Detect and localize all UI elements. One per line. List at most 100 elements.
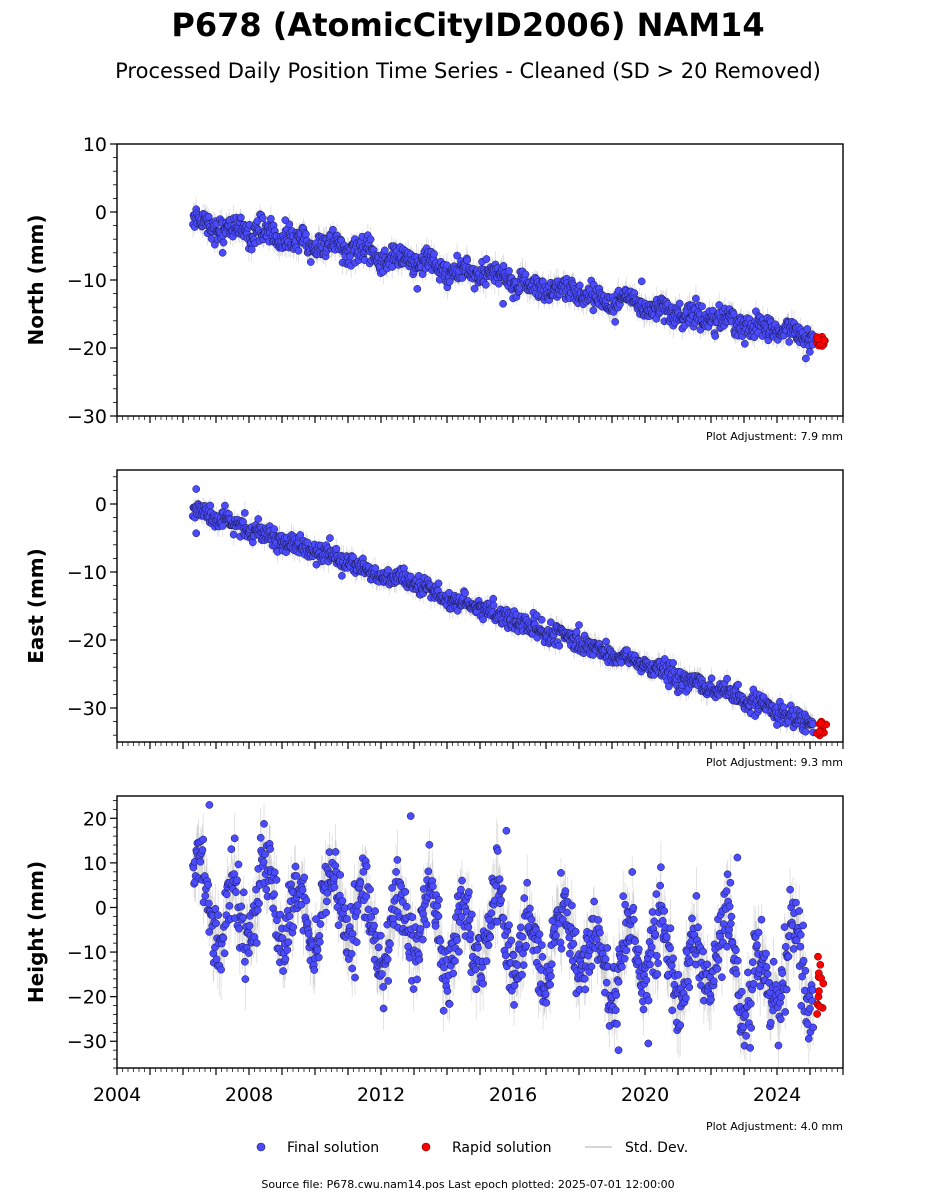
height-ylabel: Height (mm) xyxy=(24,861,48,1003)
east-final-point xyxy=(434,579,443,588)
north-final-point xyxy=(413,284,422,293)
north-final-point xyxy=(366,235,375,244)
east-final-point xyxy=(221,501,229,510)
east-final-point xyxy=(780,703,788,712)
north-final-point xyxy=(711,332,720,340)
east-final-point xyxy=(572,627,581,636)
east-final-point xyxy=(218,522,227,530)
north-final-point xyxy=(521,270,530,279)
north-final-point xyxy=(453,251,461,260)
east-final-point xyxy=(240,509,249,517)
north-final-point xyxy=(494,279,503,288)
east-final-point xyxy=(349,553,357,561)
north-final-point xyxy=(481,280,490,289)
east-final-solution-points xyxy=(188,485,818,737)
north-final-point xyxy=(589,306,598,315)
north-final-point xyxy=(805,348,814,356)
north-final-point xyxy=(482,255,491,263)
north-final-point xyxy=(785,338,793,346)
north-final-point xyxy=(445,277,454,286)
east-final-point xyxy=(537,615,546,624)
north-final-point xyxy=(499,299,507,308)
east-final-point xyxy=(809,720,817,728)
north-final-point xyxy=(692,294,700,303)
east-final-point xyxy=(489,594,498,603)
east-final-point xyxy=(723,674,731,683)
north-y-tick-label: 10 xyxy=(83,134,107,156)
east-final-point xyxy=(555,641,564,650)
east-final-point xyxy=(303,538,312,547)
north-y-tick-label: −30 xyxy=(67,406,107,428)
east-final-point xyxy=(575,621,583,629)
east-y-tick-label: −10 xyxy=(67,562,107,584)
height-plot-area xyxy=(189,801,828,1068)
east-final-point xyxy=(602,637,610,646)
east-final-point xyxy=(206,501,215,510)
north-y-tick-label: −10 xyxy=(67,270,107,292)
north-final-point xyxy=(803,325,812,333)
east-plot-area xyxy=(188,485,831,742)
east-final-point xyxy=(192,485,201,493)
north-final-point xyxy=(259,214,267,223)
north-final-point xyxy=(237,213,245,222)
height-plot-adjustment: Plot Adjustment: 4.0 mm xyxy=(706,1120,843,1133)
east-final-point xyxy=(532,611,541,620)
north-final-point xyxy=(675,299,684,308)
east-final-point xyxy=(623,646,631,654)
chart-title: P678 (AtomicCityID2006) NAM14 xyxy=(171,6,764,44)
north-final-point xyxy=(470,284,479,293)
north-final-point xyxy=(430,250,438,258)
east-final-point xyxy=(773,721,781,729)
north-final-point xyxy=(801,354,810,363)
north-final-point xyxy=(281,216,290,225)
east-final-point xyxy=(270,525,279,534)
north-final-point xyxy=(637,277,646,286)
north-final-point xyxy=(729,310,738,319)
east-rapid-point xyxy=(815,727,824,736)
north-final-point xyxy=(611,317,620,326)
north-final-point xyxy=(499,261,508,270)
north-final-point xyxy=(346,252,354,261)
east-final-point xyxy=(801,727,810,736)
east-final-point xyxy=(707,674,716,683)
north-final-point xyxy=(380,246,389,255)
north-final-point xyxy=(204,212,213,221)
east-final-point xyxy=(296,531,305,539)
north-final-point xyxy=(306,258,315,266)
east-final-point xyxy=(229,530,238,539)
east-final-point xyxy=(254,515,263,523)
north-final-point xyxy=(267,214,275,223)
east-final-point xyxy=(669,659,677,667)
east-final-point xyxy=(479,615,487,624)
east-ylabel: East (mm) xyxy=(24,548,48,664)
east-y-tick-label: −20 xyxy=(67,630,107,652)
north-final-point xyxy=(505,267,513,275)
east-final-point xyxy=(371,564,380,572)
east-final-point xyxy=(734,680,742,689)
east-final-point xyxy=(326,534,334,542)
north-final-point xyxy=(740,339,749,348)
north-rapid-point xyxy=(813,335,822,343)
east-final-point xyxy=(461,589,469,597)
east-y-tick-label: −30 xyxy=(67,698,107,720)
north-ylabel: North (mm) xyxy=(24,214,48,345)
north-final-solution-points xyxy=(189,205,818,363)
height-panel: Height (mm) Plot Adjustment: 4.0 mm 2010… xyxy=(24,795,844,1133)
north-final-point xyxy=(463,256,471,265)
north-y-tick-label: 0 xyxy=(95,202,107,224)
east-y-tick-label: 0 xyxy=(95,494,107,516)
east-plot-adjustment: Plot Adjustment: 9.3 mm xyxy=(706,756,843,769)
north-plot-area xyxy=(189,196,829,368)
east-final-point xyxy=(332,544,341,553)
north-rapid-solution-points xyxy=(813,332,829,350)
chart-subtitle: Processed Daily Position Time Series - C… xyxy=(115,59,821,83)
north-final-point xyxy=(575,281,584,290)
east-rapid-solution-points xyxy=(813,717,831,740)
east-final-point xyxy=(384,566,393,574)
east-final-point xyxy=(660,655,669,663)
north-final-point xyxy=(219,238,228,247)
east-final-point xyxy=(192,529,201,538)
east-final-point xyxy=(338,571,346,580)
north-final-point xyxy=(294,246,303,255)
